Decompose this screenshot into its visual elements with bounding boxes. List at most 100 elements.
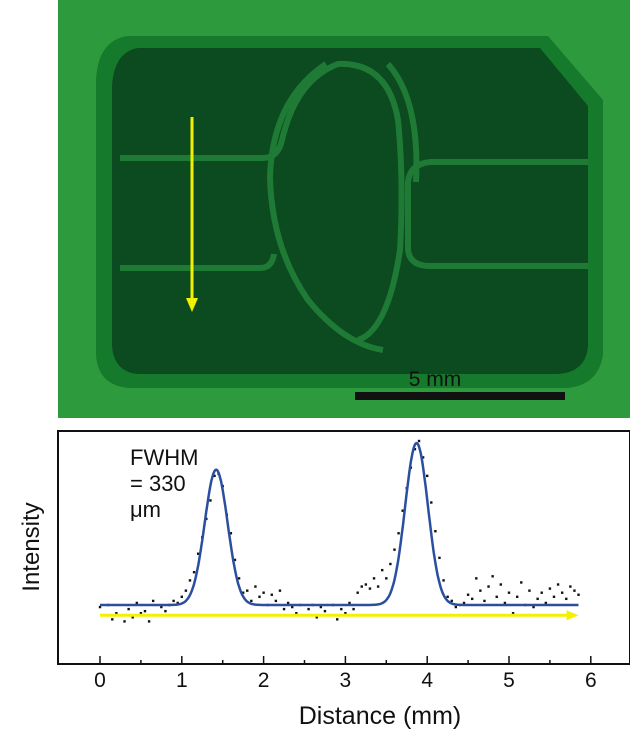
x-tick-label: 5 (503, 669, 515, 692)
data-point (368, 587, 372, 590)
data-point (123, 620, 126, 623)
data-point (282, 607, 286, 611)
data-point (491, 575, 494, 578)
data-point (192, 571, 196, 574)
x-tick-label: 4 (421, 669, 434, 692)
data-point (560, 591, 564, 594)
data-point (233, 558, 237, 562)
data-point (499, 583, 503, 586)
data-point (360, 585, 363, 588)
data-point (556, 583, 560, 586)
data-point (417, 439, 421, 443)
data-point (503, 601, 507, 605)
chip-oval-left (266, 61, 384, 353)
data-point (270, 593, 273, 596)
data-point (544, 601, 548, 605)
data-point (246, 589, 249, 592)
data-point (364, 583, 368, 586)
data-point (450, 599, 453, 603)
plot-frame (57, 430, 630, 665)
data-point (565, 597, 568, 601)
data-point (274, 599, 278, 603)
data-point (393, 548, 396, 551)
data-point (389, 562, 392, 566)
data-point (442, 579, 445, 582)
data-point (340, 607, 343, 611)
data-point (184, 589, 188, 592)
fit-curve (100, 441, 579, 607)
data-point (540, 591, 543, 594)
data-point (323, 609, 327, 613)
scale-bar-label: 5 mm (408, 368, 462, 391)
data-point (548, 587, 552, 590)
sim-card-image (58, 0, 630, 418)
data-point (430, 501, 433, 504)
data-point (397, 532, 400, 535)
data-point (254, 585, 257, 588)
data-point (196, 552, 200, 555)
data-point (131, 616, 134, 619)
data-point (372, 577, 376, 580)
x-tick-label: 2 (257, 669, 270, 692)
data-point (356, 591, 359, 594)
data-point (111, 618, 114, 621)
fluorescence-image (58, 0, 630, 418)
data-point (229, 532, 233, 535)
data-point (180, 595, 183, 598)
x-tick-label: 6 (584, 669, 597, 692)
scale-bar (355, 392, 565, 400)
data-point (462, 601, 466, 605)
data-point (511, 612, 515, 615)
contact-line-3 (405, 159, 588, 269)
data-point (262, 591, 265, 594)
data-point (98, 605, 102, 609)
data-point (348, 601, 351, 605)
data-point (291, 605, 294, 609)
data-point (434, 530, 437, 533)
yellow-arrow-head (566, 610, 579, 621)
fwhm-annotation: FWHM = 330 μm (130, 445, 199, 522)
data-point (479, 589, 482, 592)
data-point (176, 601, 179, 605)
data-point (135, 601, 139, 605)
data-point (172, 599, 175, 603)
data-point (552, 595, 556, 598)
data-point (213, 474, 216, 478)
data-point (483, 599, 486, 603)
data-point (475, 577, 478, 580)
x-tick-label: 1 (175, 669, 188, 692)
data-point (241, 591, 245, 594)
data-point (573, 589, 576, 592)
data-point (385, 577, 388, 580)
data-point (160, 605, 163, 609)
x-axis-ticks (99, 656, 592, 664)
data-point (286, 601, 290, 605)
data-point (426, 474, 429, 478)
data-point (446, 595, 449, 598)
data-point (532, 605, 535, 609)
data-point (495, 595, 498, 598)
data-point (413, 448, 417, 451)
data-point (209, 499, 212, 502)
data-point (151, 599, 155, 603)
data-point (147, 620, 151, 623)
data-point (344, 612, 347, 615)
data-point (577, 593, 580, 596)
data-point (336, 618, 339, 621)
data-point (454, 605, 458, 609)
data-point (528, 589, 531, 592)
x-axis-label: Distance (mm) (298, 702, 462, 730)
data-point (569, 585, 572, 588)
contact-line-1 (120, 60, 405, 343)
data-point (401, 509, 404, 512)
scan-arrow-head (186, 298, 198, 312)
data-point (250, 599, 253, 603)
data-point (381, 568, 384, 572)
contact-line-2 (120, 253, 277, 271)
data-point (307, 607, 310, 611)
data-point (164, 609, 167, 613)
data-point (466, 593, 470, 596)
data-point (421, 456, 425, 459)
data-point (127, 607, 130, 611)
